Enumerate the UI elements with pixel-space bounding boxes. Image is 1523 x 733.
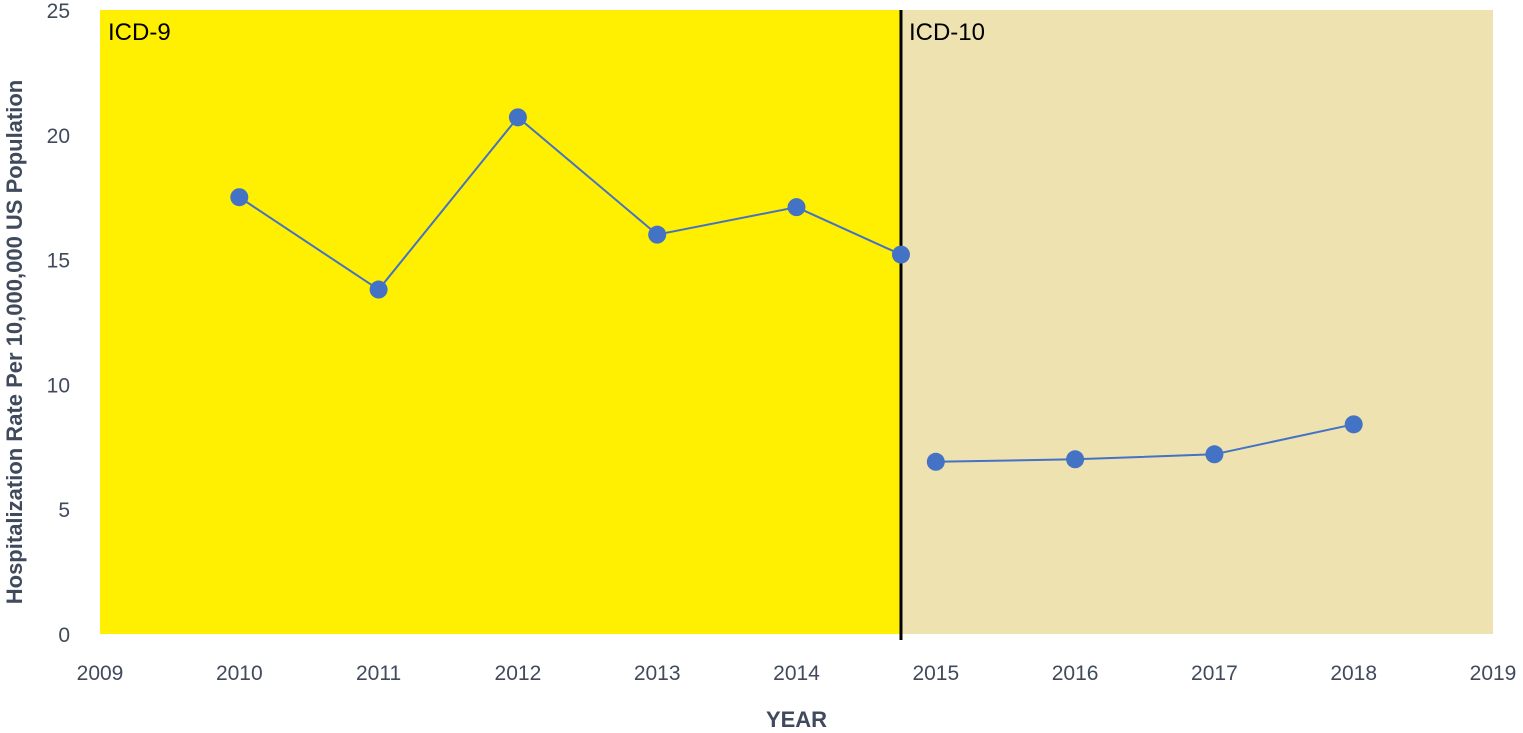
data-point xyxy=(648,225,667,244)
y-tick-label: 20 xyxy=(47,125,70,148)
y-tick-label: 0 xyxy=(58,624,70,647)
x-tick-label: 2013 xyxy=(634,662,681,685)
x-tick-label: 2009 xyxy=(77,662,124,685)
x-tick-label: 2014 xyxy=(773,662,820,685)
x-tick-label: 2018 xyxy=(1330,662,1377,685)
data-point xyxy=(891,245,910,264)
x-tick-label: 2011 xyxy=(356,662,401,685)
region-label-icd-10: ICD-10 xyxy=(909,19,985,46)
y-tick-label: 25 xyxy=(47,0,70,23)
x-tick-label: 2019 xyxy=(1470,662,1517,685)
x-tick-label: 2015 xyxy=(912,662,959,685)
x-tick-label: 2016 xyxy=(1052,662,1099,685)
data-point xyxy=(1344,415,1363,434)
series-line-1 xyxy=(238,115,902,291)
regions-layer: ICD-9 ICD-10 xyxy=(100,10,1493,634)
y-axis-title: Hospitalization Rate Per 10,000,000 US P… xyxy=(2,80,27,605)
lines-layer xyxy=(238,115,1354,463)
x-tick-label: 2010 xyxy=(216,662,263,685)
y-tick-label: 5 xyxy=(58,499,70,522)
data-point xyxy=(1205,445,1224,464)
points-layer xyxy=(230,108,1363,471)
x-tick-label: 2017 xyxy=(1191,662,1238,685)
data-point xyxy=(508,108,527,127)
data-point xyxy=(230,188,249,207)
data-point xyxy=(1066,450,1085,469)
series-line-2 xyxy=(935,423,1354,463)
region-label-icd-9: ICD-9 xyxy=(108,19,171,46)
data-point xyxy=(369,280,388,299)
y-tick-label: 15 xyxy=(47,250,70,273)
x-tick-label: 2012 xyxy=(495,662,542,685)
ticks-layer: 2009 2010 2011 2012 2013 2014 2015 2016 2017 2018… xyxy=(47,0,1517,685)
x-axis-title: YEAR xyxy=(766,707,827,732)
data-point xyxy=(926,452,945,471)
data-point xyxy=(787,198,806,217)
region-icd-10 xyxy=(900,10,1493,634)
region-icd-9 xyxy=(100,10,901,634)
y-tick-label: 10 xyxy=(47,374,70,397)
